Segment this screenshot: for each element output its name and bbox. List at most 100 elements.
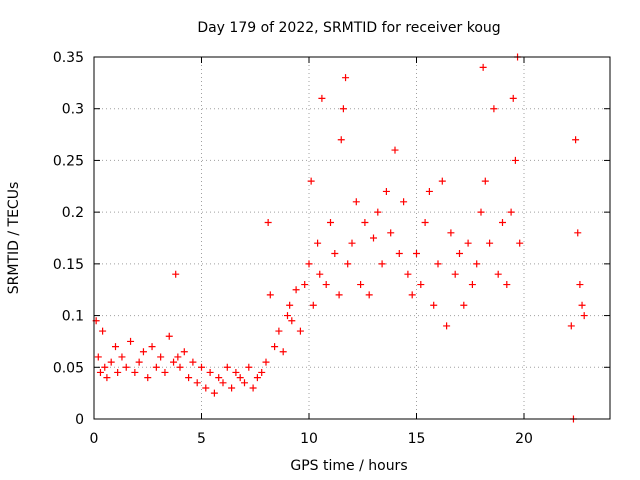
data-point <box>241 379 248 387</box>
data-point <box>468 281 476 289</box>
data-point <box>131 368 139 376</box>
data-point <box>127 337 135 345</box>
data-point <box>215 374 223 382</box>
data-point <box>395 250 403 258</box>
data-point <box>135 358 143 366</box>
x-tick-label: 0 <box>90 431 99 447</box>
data-point <box>198 363 205 371</box>
y-tick-label: 0.15 <box>53 257 84 273</box>
data-point <box>94 353 102 361</box>
data-point <box>107 358 115 366</box>
data-point <box>172 270 180 278</box>
data-point <box>499 218 506 226</box>
data-point <box>421 218 429 226</box>
data-point <box>249 384 257 392</box>
axis-ticks: 0 5 10 15 20 0 0.05 0.1 0.15 0.2 0.25 0.3 0.35 <box>53 50 610 447</box>
data-point <box>447 229 455 237</box>
data-point <box>316 270 324 278</box>
data-point <box>314 239 322 247</box>
scatter-series <box>92 53 588 423</box>
x-tick-label: 20 <box>515 431 533 447</box>
data-point <box>266 291 274 299</box>
data-point <box>286 301 294 309</box>
data-point <box>232 368 240 376</box>
data-point <box>223 363 231 371</box>
data-point <box>219 379 227 387</box>
data-point <box>262 358 270 366</box>
x-tick-label: 10 <box>300 431 318 447</box>
data-point <box>165 332 173 340</box>
y-tick-label: 0.35 <box>53 50 84 66</box>
y-tick-label: 0 <box>75 412 84 428</box>
data-point <box>361 218 369 226</box>
data-point <box>185 374 193 382</box>
data-point <box>152 363 160 371</box>
series-srmtid <box>92 53 588 423</box>
data-point <box>400 198 408 206</box>
data-point <box>296 327 304 335</box>
y-tick-label: 0.2 <box>62 205 84 221</box>
data-point <box>170 358 178 366</box>
data-point <box>438 177 446 185</box>
data-point <box>331 250 339 258</box>
data-point <box>365 291 373 299</box>
y-tick-label: 0.25 <box>53 153 84 169</box>
chart-title: Day 179 of 2022, SRMTID for receiver kou… <box>197 20 500 36</box>
data-point <box>253 374 261 382</box>
data-point <box>288 317 296 325</box>
y-tick-label: 0.1 <box>62 309 84 325</box>
data-point <box>327 218 334 226</box>
data-point <box>139 348 147 356</box>
data-point <box>322 281 330 289</box>
data-point <box>352 198 360 206</box>
data-point <box>342 74 350 82</box>
data-point <box>271 343 279 351</box>
data-point <box>378 260 386 268</box>
data-point <box>443 322 451 330</box>
data-point <box>309 301 317 309</box>
data-point <box>374 208 382 216</box>
data-point <box>425 187 433 195</box>
data-point <box>430 301 438 309</box>
data-point <box>118 353 126 361</box>
data-point <box>511 156 519 164</box>
data-point <box>193 379 201 387</box>
data-point <box>114 368 122 376</box>
data-point <box>479 63 487 71</box>
data-point <box>490 105 498 113</box>
data-point <box>451 270 459 278</box>
grid-lines <box>94 57 610 419</box>
data-point <box>413 250 420 258</box>
data-point <box>391 146 399 154</box>
data-point <box>509 94 517 102</box>
data-point <box>481 177 489 185</box>
data-point <box>148 343 156 351</box>
y-axis-label: SRMTID / TECUs <box>6 182 22 295</box>
data-point <box>112 343 119 351</box>
data-point <box>301 281 309 289</box>
data-point <box>339 105 347 113</box>
data-point <box>507 208 515 216</box>
data-point <box>236 374 244 382</box>
data-point <box>417 281 425 289</box>
data-point <box>460 301 468 309</box>
data-point <box>580 312 588 320</box>
data-point <box>174 353 182 361</box>
data-point <box>404 270 412 278</box>
data-point <box>103 374 111 382</box>
data-point <box>494 270 502 278</box>
data-point <box>264 218 272 226</box>
data-point <box>456 250 463 258</box>
y-tick-label: 0.05 <box>53 360 84 376</box>
data-point <box>189 358 197 366</box>
data-point <box>503 281 511 289</box>
data-point <box>144 374 152 382</box>
data-point <box>408 291 416 299</box>
data-point <box>572 136 580 144</box>
data-point <box>477 208 485 216</box>
data-point <box>228 384 236 392</box>
data-point <box>567 322 575 330</box>
data-point <box>574 229 582 237</box>
data-point <box>576 281 584 289</box>
